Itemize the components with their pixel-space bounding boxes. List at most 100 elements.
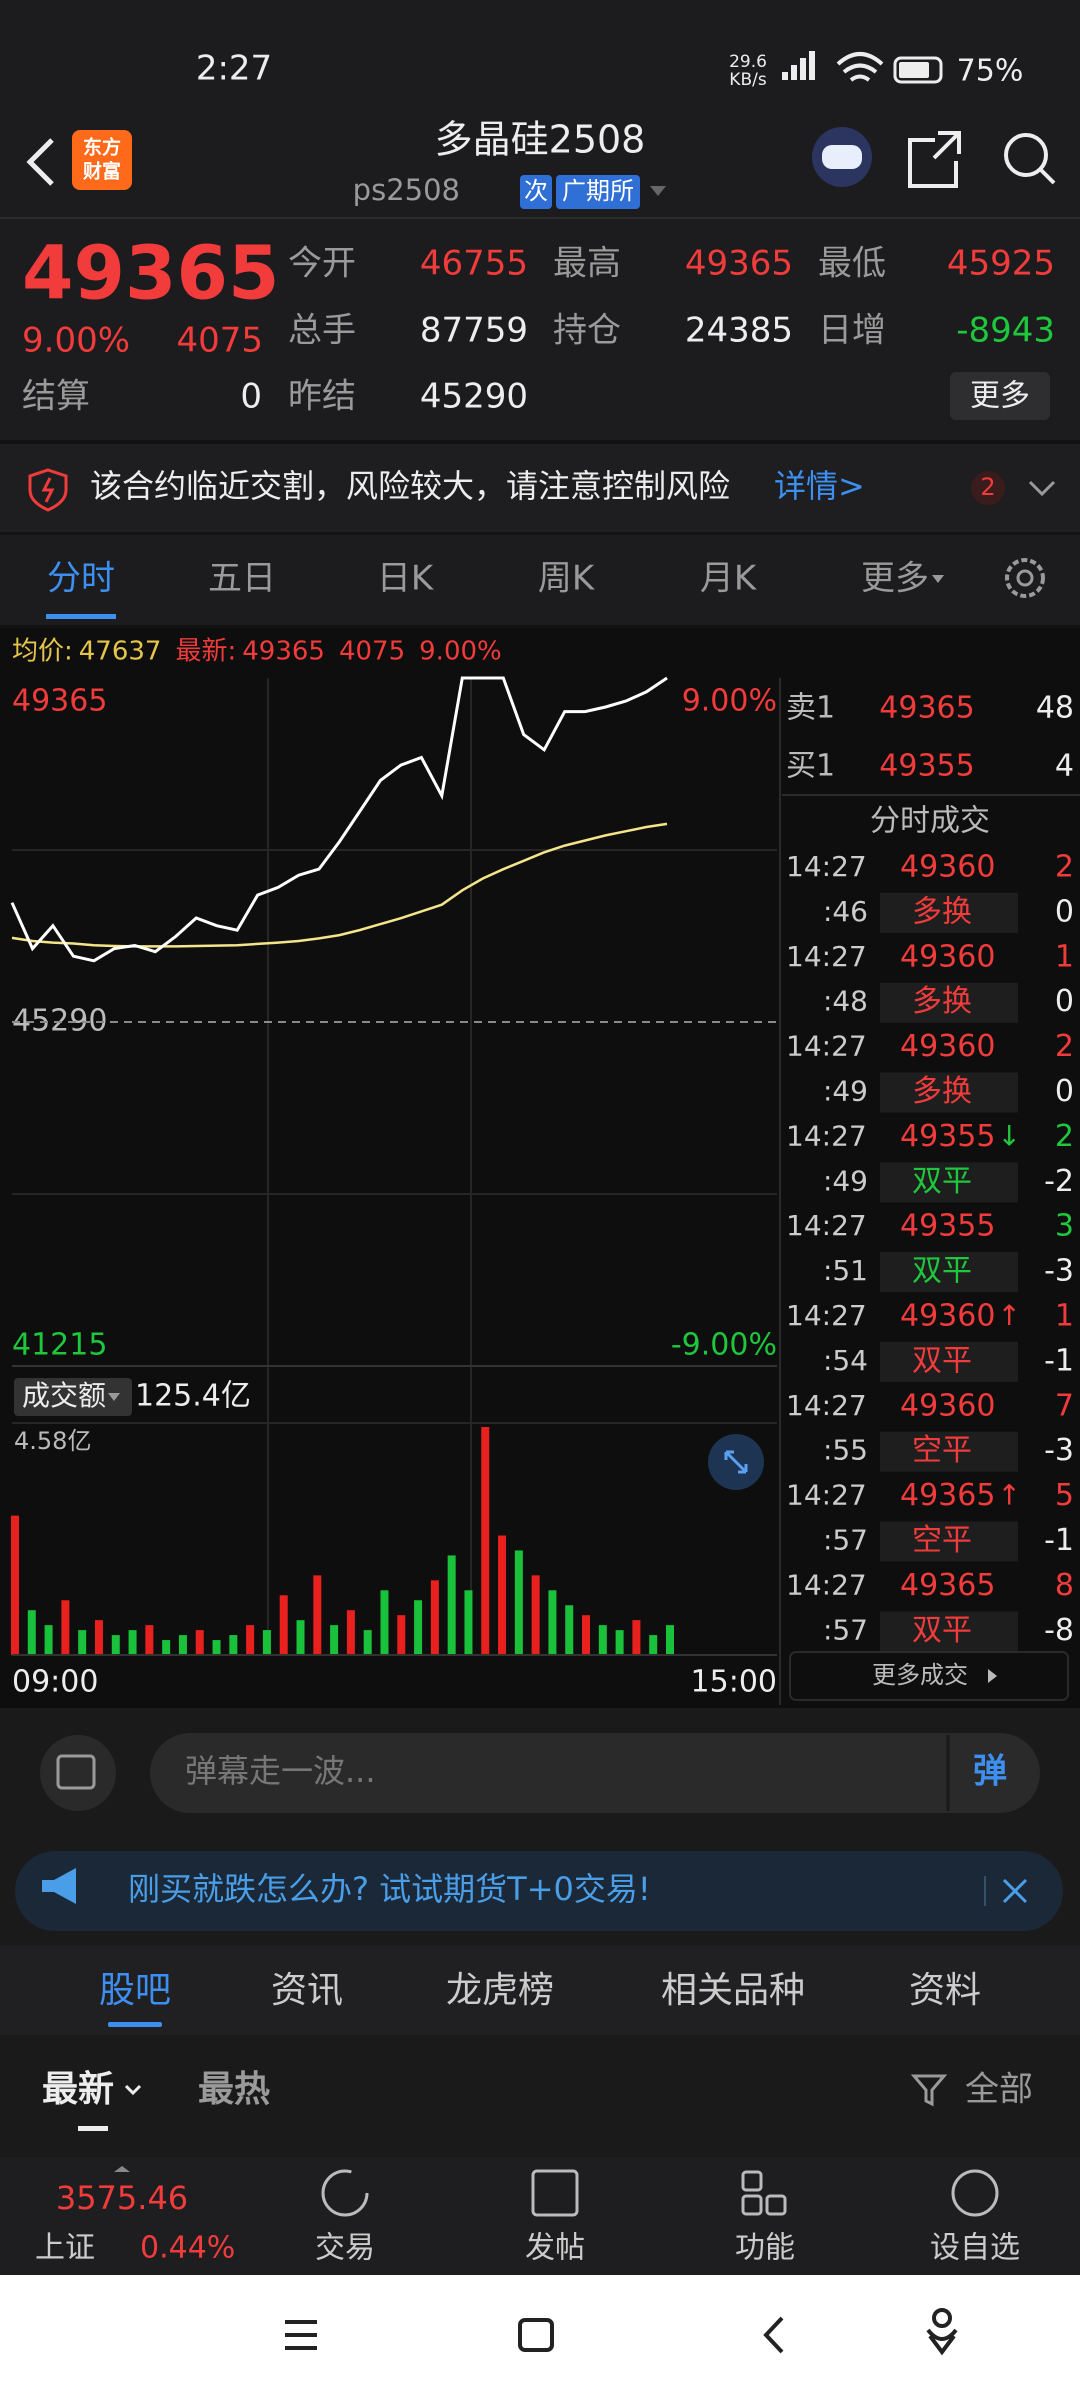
ad-text: 刚买就跌怎么办? 试试期货T+0交易!: [128, 1870, 651, 1908]
section-tab[interactable]: 资料: [909, 1970, 981, 2011]
volume-bar: [531, 1575, 540, 1655]
badge: 广期所: [562, 177, 634, 205]
trade-kind: 双平: [912, 1613, 972, 1648]
volume-bar: [212, 1640, 221, 1655]
trade-time: 14:27: [786, 1568, 867, 1601]
trade-second: :54: [823, 1344, 868, 1377]
tab[interactable]: 日K: [377, 559, 435, 599]
title: 多晶硅2508: [435, 118, 646, 162]
tab[interactable]: 周K: [538, 559, 596, 599]
volume-label-bg[interactable]: [14, 1378, 132, 1416]
tab[interactable]: 月K: [700, 559, 758, 599]
trade-time: 14:27: [786, 1389, 867, 1422]
filter-icon[interactable]: [910, 2074, 948, 2107]
signal-bar: [800, 58, 806, 80]
trade-price: 49360: [900, 1029, 995, 1064]
warning-link[interactable]: 详情>: [774, 467, 865, 505]
section-tab[interactable]: 资讯: [271, 1970, 343, 2011]
volume-bar: [582, 1615, 591, 1655]
trade-price: 49360: [900, 1299, 995, 1334]
book-label: 卖1: [786, 691, 835, 726]
trade-second: :46: [823, 895, 868, 928]
tab[interactable]: 更多: [861, 559, 929, 599]
wifi-icon: [836, 52, 884, 82]
action-label[interactable]: 功能: [735, 2231, 795, 2266]
action-label[interactable]: 设自选: [930, 2231, 1020, 2266]
status-time: 2:27: [196, 49, 272, 89]
more-trades-bg[interactable]: [789, 1651, 1069, 1701]
barrage-placeholder: 弹幕走一波...: [185, 1752, 376, 1790]
settings-button[interactable]: [1005, 558, 1045, 598]
volume-bar: [464, 1590, 473, 1655]
trade-volume: 1: [1055, 1299, 1074, 1334]
section-tab[interactable]: 相关品种: [661, 1970, 805, 2011]
sort-option[interactable]: 最新: [42, 2069, 114, 2110]
search-button[interactable]: [1004, 133, 1048, 177]
trade-time: 14:27: [786, 1479, 867, 1512]
trade-second: :49: [823, 1075, 868, 1108]
volume-label[interactable]: 成交额: [22, 1379, 106, 1412]
volume-bar: [598, 1625, 607, 1655]
nav-back[interactable]: [763, 2316, 784, 2354]
up-marker: [114, 2166, 130, 2172]
signal-bar: [809, 51, 815, 80]
trade-arrow: ↑: [997, 1479, 1020, 1512]
nav-home[interactable]: [518, 2318, 554, 2352]
index-name: 上证: [35, 2231, 95, 2266]
volume-bar: [363, 1630, 372, 1655]
filter-label[interactable]: 全部: [965, 2070, 1033, 2110]
barrage-input[interactable]: [150, 1733, 1040, 1813]
trade-kind: 多换: [912, 984, 972, 1019]
trade-change: -3: [1044, 1433, 1074, 1468]
ad-bg[interactable]: [15, 1851, 1063, 1931]
trade-change: -8: [1044, 1613, 1074, 1648]
action-label[interactable]: 交易: [315, 2231, 375, 2266]
action-label[interactable]: 发帖: [525, 2231, 585, 2266]
back-button[interactable]: [26, 138, 54, 186]
avg-value: 47637: [79, 637, 162, 667]
volume-bar: [565, 1605, 574, 1655]
megaphone-icon: [42, 1868, 76, 1904]
field-label: 昨结: [288, 377, 356, 417]
index-price[interactable]: 3575.46: [56, 2179, 188, 2217]
field-value: 49365: [685, 244, 793, 284]
sort-option[interactable]: 最热: [198, 2069, 270, 2110]
tab[interactable]: 分时: [47, 559, 115, 599]
section-tab[interactable]: 股吧: [99, 1970, 171, 2011]
dropdown-icon: [108, 1393, 120, 1401]
share-button[interactable]: [908, 131, 961, 188]
more-button-bg[interactable]: [950, 372, 1050, 420]
expand-icon[interactable]: [1028, 480, 1056, 497]
field-value: 24385: [685, 311, 793, 351]
volume-bar: [498, 1535, 507, 1655]
kind-bg: [880, 1431, 1018, 1472]
volume-bar: [447, 1555, 456, 1655]
trade-price: 49355: [900, 1209, 995, 1244]
badge-circle: [971, 471, 1005, 505]
volume-bar: [632, 1620, 641, 1655]
more-trades[interactable]: 更多成交: [872, 1661, 968, 1689]
nav-menu[interactable]: [285, 2320, 317, 2350]
code: ps2508: [353, 173, 460, 207]
more-button[interactable]: 更多: [970, 379, 1030, 414]
price-tick-label: 41215: [12, 1328, 107, 1363]
volume-bar: [313, 1575, 322, 1655]
barrage-button[interactable]: 弹: [973, 1752, 1007, 1792]
volume-bar: [279, 1595, 288, 1655]
logo-text: 财富: [83, 160, 121, 183]
section-tabs-bg: [0, 1945, 1080, 2035]
volume-bar: [430, 1580, 439, 1655]
field-label: 总手: [288, 311, 356, 351]
close-button[interactable]: [1002, 1878, 1028, 1904]
tab[interactable]: 五日: [208, 559, 276, 599]
trade-change: -1: [1044, 1523, 1074, 1558]
nav-assist[interactable]: [926, 2328, 958, 2356]
volume-bar: [246, 1625, 255, 1655]
barrage-toggle[interactable]: [40, 1735, 116, 1811]
signal-bar: [782, 72, 788, 80]
field-value: 45290: [420, 377, 528, 417]
section-tab[interactable]: 龙虎榜: [446, 1970, 554, 2011]
logo-text: 东方: [83, 136, 121, 159]
trade-price: 49360: [900, 850, 995, 885]
trade-volume: 2: [1055, 1119, 1074, 1154]
